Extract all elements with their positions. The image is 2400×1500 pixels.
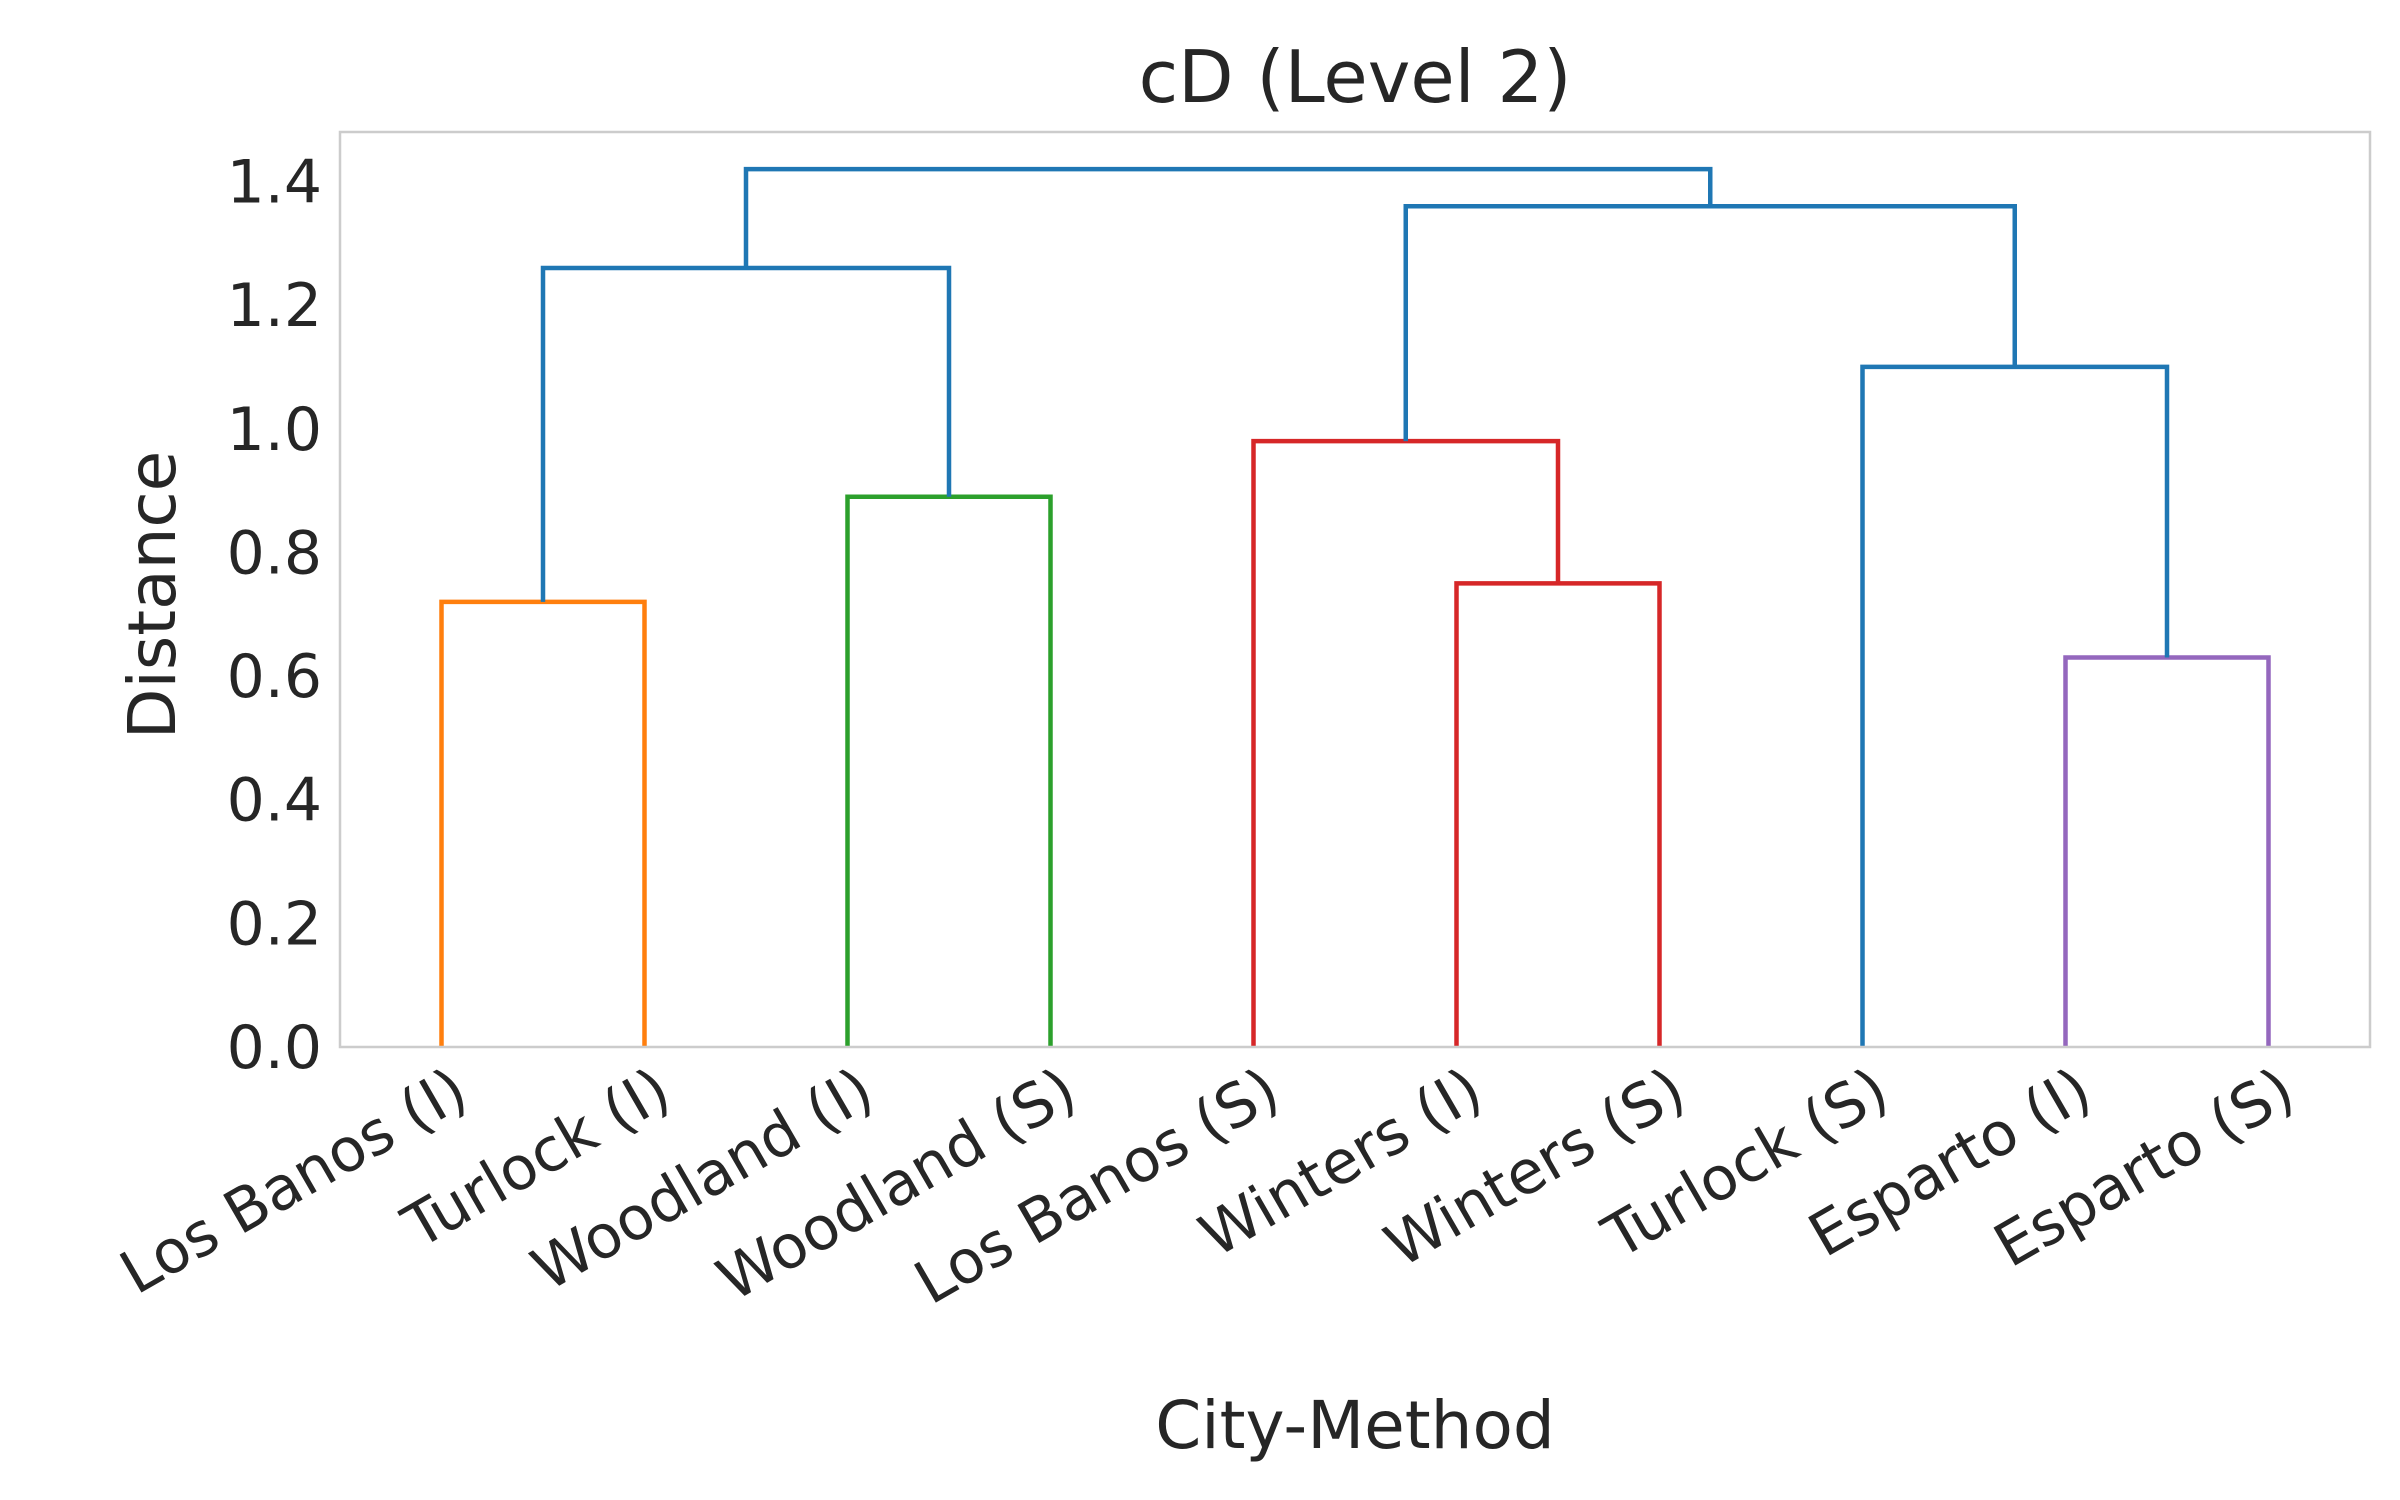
link-root	[743, 166, 1713, 269]
link-esparto-i-esparto-s	[2063, 655, 2271, 1047]
y-tick-label: 0.0	[227, 1013, 322, 1083]
link-winters-esparto-group	[1403, 203, 2017, 442]
link-los-banos-s-winters	[1251, 438, 1561, 1047]
link-woodland-i-woodland-s	[845, 494, 1053, 1047]
x-axis-label: City-Method	[1155, 1387, 1555, 1464]
y-tick-label: 0.6	[227, 642, 322, 712]
link-losbanos-turlock-woodland	[540, 265, 952, 602]
y-tick-label: 1.2	[227, 271, 322, 341]
dendrogram-links	[439, 166, 2271, 1047]
y-tick-label: 1.0	[227, 395, 322, 465]
y-axis-ticks: 0.0 0.2 0.4 0.6 0.8 1.0 1.2 1.4	[227, 147, 322, 1083]
chart-title: cD (Level 2)	[1139, 35, 1572, 119]
link-winters-i-winters-s	[1454, 581, 1662, 1047]
plot-frame	[338, 130, 2372, 1049]
y-tick-label: 0.8	[227, 518, 322, 588]
y-tick-label: 0.4	[227, 766, 322, 836]
link-turlock-s-esparto	[1860, 364, 2170, 1047]
y-axis-label: Distance	[114, 451, 191, 740]
y-tick-label: 1.4	[227, 147, 322, 217]
x-tick-los-banos-i: Los Banos (I)	[109, 1054, 479, 1308]
x-tick-woodland-i: Woodland (I)	[521, 1054, 885, 1305]
x-axis-ticks: Los Banos (I)Turlock (I)Woodland (I)Wood…	[109, 1054, 2306, 1318]
link-los-banos-i-turlock-i	[439, 599, 647, 1047]
y-tick-label: 0.2	[227, 889, 322, 959]
